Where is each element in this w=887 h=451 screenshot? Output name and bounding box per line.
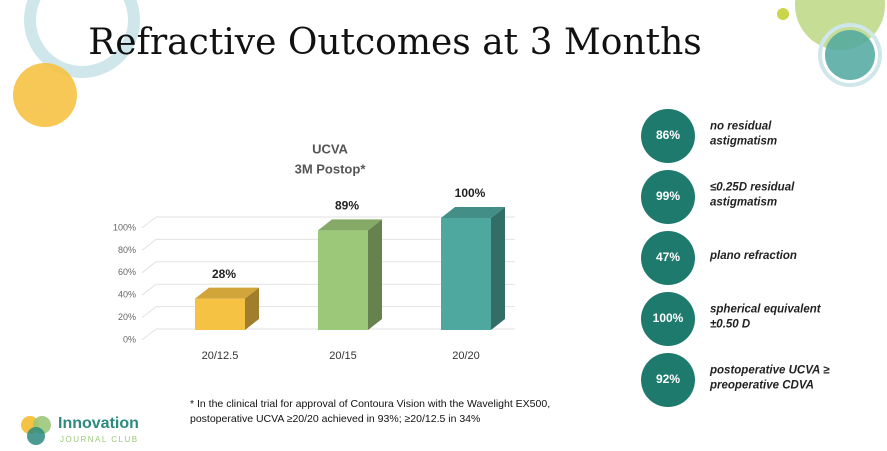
stat-value: 47% bbox=[656, 250, 680, 264]
decor-circle bbox=[13, 63, 77, 127]
stat-value: 100% bbox=[653, 311, 684, 325]
bar-front bbox=[318, 230, 368, 330]
slide-title: Refractive Outcomes at 3 Months bbox=[88, 22, 702, 63]
y-tick-label: 20% bbox=[118, 312, 136, 322]
logo-name: Innovation bbox=[58, 415, 139, 432]
chart-title: UCVA bbox=[312, 141, 348, 156]
stat-value: 99% bbox=[656, 189, 680, 203]
grid-line bbox=[141, 261, 515, 274]
grid-line bbox=[141, 328, 515, 341]
stat-circle bbox=[641, 292, 695, 346]
y-tick-label: 60% bbox=[118, 267, 136, 277]
grid-line bbox=[141, 216, 515, 229]
y-tick-label: 80% bbox=[118, 245, 136, 255]
stat-circle bbox=[641, 109, 695, 163]
bar-front bbox=[195, 298, 245, 330]
stat-label: no residual bbox=[710, 121, 772, 133]
stat-label: postoperative UCVA ≥ bbox=[709, 365, 830, 377]
stat-label: ≤0.25D residual bbox=[710, 182, 795, 194]
stats-list: 86% no residual astigmatism 99% ≤0.25D resid… bbox=[641, 109, 830, 407]
y-tick-label: 40% bbox=[118, 290, 136, 300]
stat-label: astigmatism bbox=[710, 136, 777, 148]
bar-side bbox=[368, 219, 382, 330]
x-tick-label: 20/12.5 bbox=[202, 350, 239, 362]
chart-subtitle: 3M Postop* bbox=[295, 161, 367, 176]
grid-line bbox=[141, 283, 515, 296]
stat-label: spherical equivalent bbox=[710, 304, 822, 316]
stat-circle bbox=[641, 353, 695, 407]
y-tick-label: 100% bbox=[113, 222, 136, 232]
value-label: 100% bbox=[455, 186, 486, 200]
stat-label: preoperative CDVA bbox=[709, 380, 814, 392]
bar-top bbox=[318, 219, 382, 231]
bar-side bbox=[491, 207, 505, 330]
logo-icon bbox=[27, 427, 45, 445]
footnote: * In the clinical trial for approval of … bbox=[190, 398, 550, 410]
decor-ring bbox=[24, 0, 140, 78]
bar-front bbox=[441, 218, 491, 330]
stat-label: plano refraction bbox=[709, 250, 797, 262]
stat-value: 92% bbox=[656, 372, 680, 386]
stat-label: astigmatism bbox=[710, 197, 777, 209]
bar bbox=[441, 207, 505, 330]
bar bbox=[318, 219, 382, 330]
logo-sub: JOURNAL CLUB bbox=[60, 435, 139, 444]
footnote: postoperative UCVA ≥20/20 achieved in 93… bbox=[190, 413, 480, 425]
stat-circle bbox=[641, 170, 695, 224]
stat-value: 86% bbox=[656, 128, 680, 142]
stat-circle bbox=[641, 231, 695, 285]
grid-line bbox=[141, 238, 515, 251]
decor-ring bbox=[818, 23, 882, 87]
decor-circle bbox=[825, 30, 875, 80]
bar-side bbox=[245, 287, 259, 330]
stat-label: ±0.50 D bbox=[710, 319, 750, 331]
bar bbox=[195, 287, 259, 330]
x-tick-label: 20/15 bbox=[329, 350, 357, 362]
x-tick-label: 20/20 bbox=[452, 350, 480, 362]
value-label: 28% bbox=[212, 267, 236, 281]
bar-top bbox=[441, 207, 505, 218]
decor-circle bbox=[777, 8, 789, 20]
value-label: 89% bbox=[335, 198, 359, 212]
bar-top bbox=[195, 287, 259, 299]
grid-line bbox=[141, 306, 515, 318]
logo: Innovation JOURNAL CLUB bbox=[21, 415, 139, 445]
y-tick-label: 0% bbox=[123, 334, 136, 344]
